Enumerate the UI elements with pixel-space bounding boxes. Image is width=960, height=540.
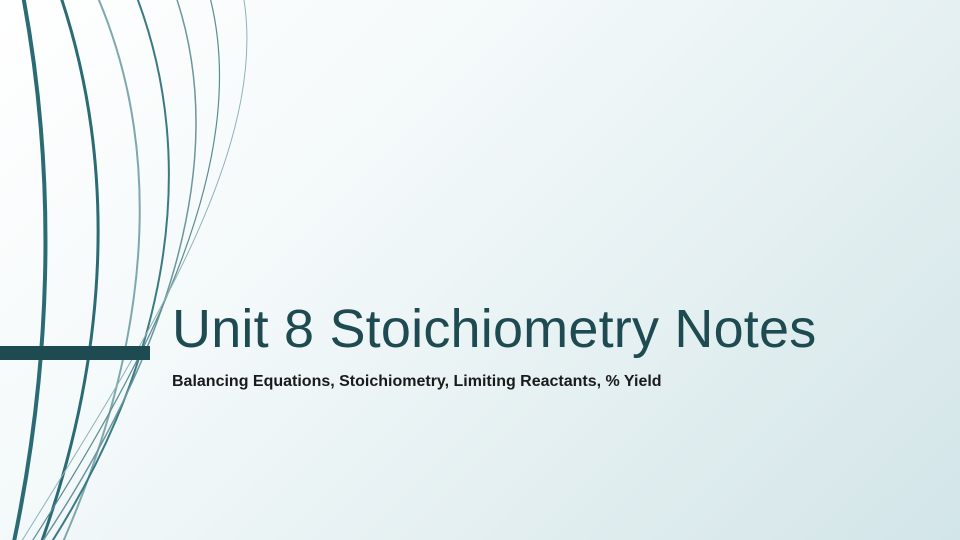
- title-block: Unit 8 Stoichiometry Notes Balancing Equ…: [172, 300, 816, 391]
- accent-bar: [0, 346, 150, 360]
- slide-title: Unit 8 Stoichiometry Notes: [172, 300, 816, 359]
- slide-subtitle: Balancing Equations, Stoichiometry, Limi…: [172, 373, 816, 391]
- decorative-curves: [0, 0, 960, 540]
- slide: Unit 8 Stoichiometry Notes Balancing Equ…: [0, 0, 960, 540]
